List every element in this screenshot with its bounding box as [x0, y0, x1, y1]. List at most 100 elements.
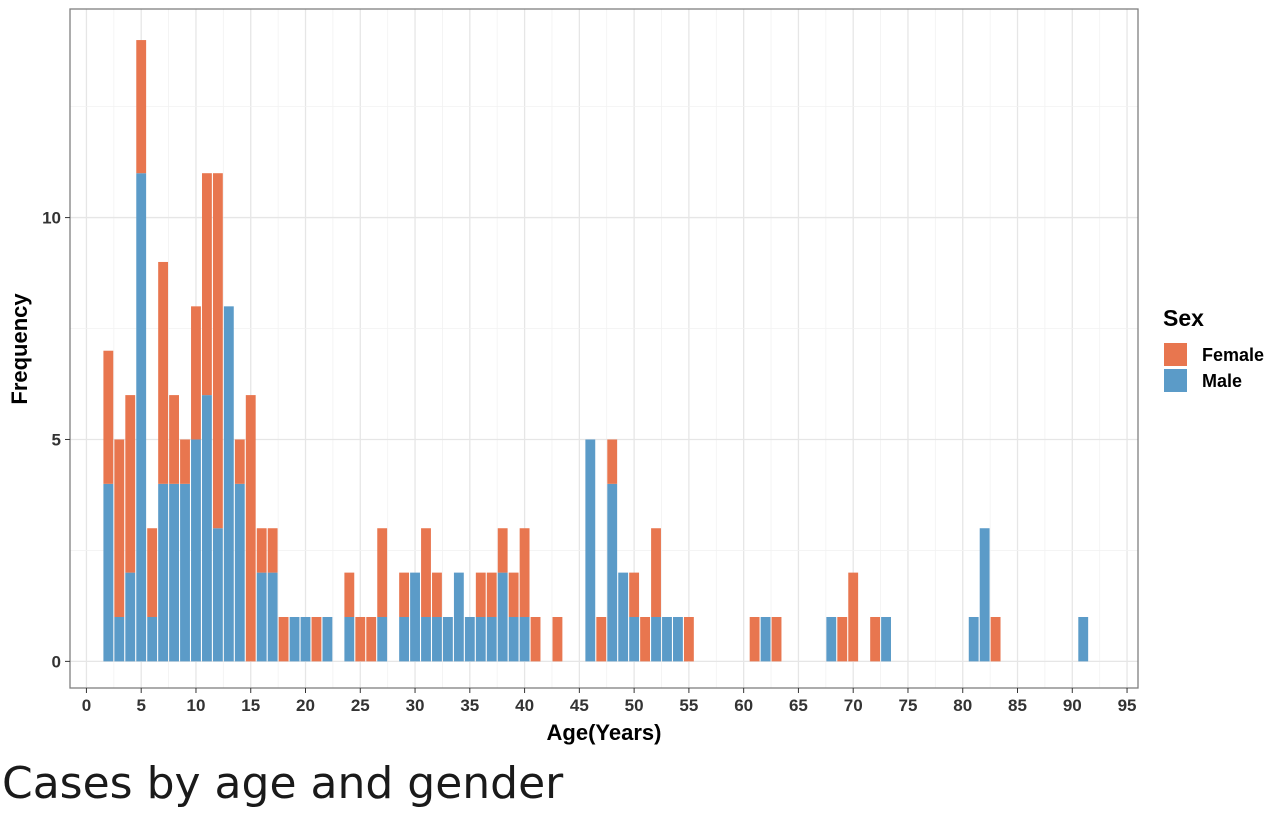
- bar-male-age-27: [377, 616, 388, 662]
- bar-male-age-16: [256, 572, 267, 662]
- bar-female-age-4: [125, 395, 136, 573]
- x-tick-label: 95: [1118, 696, 1137, 715]
- x-tick-label: 0: [82, 696, 91, 715]
- bar-male-age-46: [585, 439, 596, 662]
- figure-caption: Cases by age and gender: [2, 758, 564, 809]
- bar-female-age-39: [508, 572, 519, 617]
- bar-female-age-8: [169, 395, 179, 484]
- bar-female-age-18: [278, 616, 289, 662]
- bar-male-age-29: [399, 616, 410, 662]
- bar-female-age-83: [990, 616, 1001, 662]
- x-tick-label: 5: [136, 696, 145, 715]
- bar-male-age-30: [410, 572, 420, 662]
- axes-group: 0 5 10 15 20 25 30 35 40 45 50 55 60 65 70 75 80 85 90 95 0 5…: [42, 209, 1136, 715]
- bar-female-age-26: [366, 616, 377, 662]
- legend-label-male: Male: [1202, 371, 1242, 391]
- bar-male-age-33: [442, 616, 453, 662]
- bar-male-age-5: [136, 173, 147, 662]
- bar-male-age-8: [169, 483, 179, 662]
- bar-male-age-12: [212, 528, 223, 662]
- bar-female-age-31: [421, 528, 431, 617]
- bar-male-age-6: [147, 616, 158, 662]
- bar-female-age-69: [837, 616, 848, 662]
- bar-female-age-27: [377, 528, 388, 617]
- bar-male-age-39: [508, 616, 519, 662]
- bar-male-age-10: [191, 439, 201, 662]
- y-axis-label: Frequency: [7, 293, 32, 405]
- bar-male-age-54: [673, 616, 683, 662]
- bar-female-age-70: [848, 572, 859, 662]
- bars-group: [103, 40, 1089, 662]
- bar-male-age-36: [475, 616, 486, 662]
- bar-female-age-24: [344, 572, 355, 617]
- x-tick-label: 65: [789, 696, 808, 715]
- bar-male-age-81: [968, 616, 979, 662]
- legend: Sex Female Male: [1163, 305, 1264, 392]
- bar-female-age-17: [267, 528, 278, 573]
- bar-male-age-49: [618, 572, 629, 662]
- bar-female-age-5: [136, 40, 147, 174]
- x-tick-label: 40: [515, 696, 534, 715]
- bar-male-age-68: [826, 616, 837, 662]
- bar-male-age-13: [223, 306, 234, 662]
- bar-female-age-43: [552, 616, 563, 662]
- bar-male-age-32: [432, 616, 442, 662]
- bar-male-age-40: [519, 616, 530, 662]
- bar-male-age-4: [125, 572, 136, 662]
- x-tick-label: 70: [844, 696, 863, 715]
- bar-female-age-6: [147, 528, 158, 617]
- bar-male-age-50: [629, 616, 640, 662]
- bar-female-age-72: [870, 616, 881, 662]
- x-tick-label: 85: [1008, 696, 1027, 715]
- bar-male-age-91: [1078, 616, 1089, 662]
- bar-female-age-10: [191, 306, 201, 440]
- x-tick-label: 50: [625, 696, 644, 715]
- bar-female-age-7: [158, 261, 169, 484]
- bar-male-age-52: [651, 616, 661, 662]
- x-tick-label: 25: [351, 696, 370, 715]
- bar-female-age-9: [180, 439, 190, 484]
- age-sex-histogram: 0 5 10 15 20 25 30 35 40 45 50 55 60 65 70 75 80 85 90 95 0 5…: [7, 8, 1264, 745]
- bar-female-age-11: [201, 173, 212, 396]
- x-tick-label: 15: [241, 696, 260, 715]
- x-axis-label: Age(Years): [547, 720, 662, 745]
- bar-female-age-14: [234, 439, 245, 484]
- bar-female-age-3: [114, 439, 125, 617]
- bar-male-age-3: [114, 616, 125, 662]
- bar-female-age-29: [399, 572, 410, 617]
- bar-male-age-9: [180, 483, 190, 662]
- bar-female-age-51: [640, 616, 651, 662]
- x-tick-label: 20: [296, 696, 315, 715]
- x-tick-label: 80: [953, 696, 972, 715]
- bar-male-age-19: [289, 616, 300, 662]
- x-tick-label: 90: [1063, 696, 1082, 715]
- plot-border: [69, 8, 1139, 689]
- bar-female-age-55: [683, 616, 694, 662]
- bar-male-age-53: [662, 616, 672, 662]
- x-tick-label: 35: [460, 696, 479, 715]
- x-tick-label: 45: [570, 696, 589, 715]
- x-tick-label: 75: [899, 696, 918, 715]
- legend-swatch-male: [1164, 369, 1187, 392]
- bar-male-age-37: [486, 616, 497, 662]
- x-tick-label: 30: [406, 696, 425, 715]
- bar-male-age-62: [760, 616, 771, 662]
- bar-female-age-38: [497, 528, 508, 573]
- legend-label-female: Female: [1202, 345, 1264, 365]
- bar-male-age-38: [497, 572, 508, 662]
- bar-female-age-61: [749, 616, 760, 662]
- bar-male-age-20: [300, 616, 311, 662]
- legend-title: Sex: [1163, 305, 1204, 331]
- bar-male-age-11: [201, 395, 212, 662]
- bar-male-age-34: [453, 572, 464, 662]
- bar-male-age-22: [322, 616, 333, 662]
- bar-female-age-50: [629, 572, 640, 617]
- y-tick-label: 5: [52, 430, 61, 449]
- bar-male-age-31: [421, 616, 431, 662]
- bar-male-age-7: [158, 483, 169, 662]
- bar-male-age-82: [979, 528, 990, 662]
- bar-female-age-36: [475, 572, 486, 617]
- x-tick-label: 60: [734, 696, 753, 715]
- bar-male-age-24: [344, 616, 355, 662]
- y-tick-label: 10: [42, 209, 61, 228]
